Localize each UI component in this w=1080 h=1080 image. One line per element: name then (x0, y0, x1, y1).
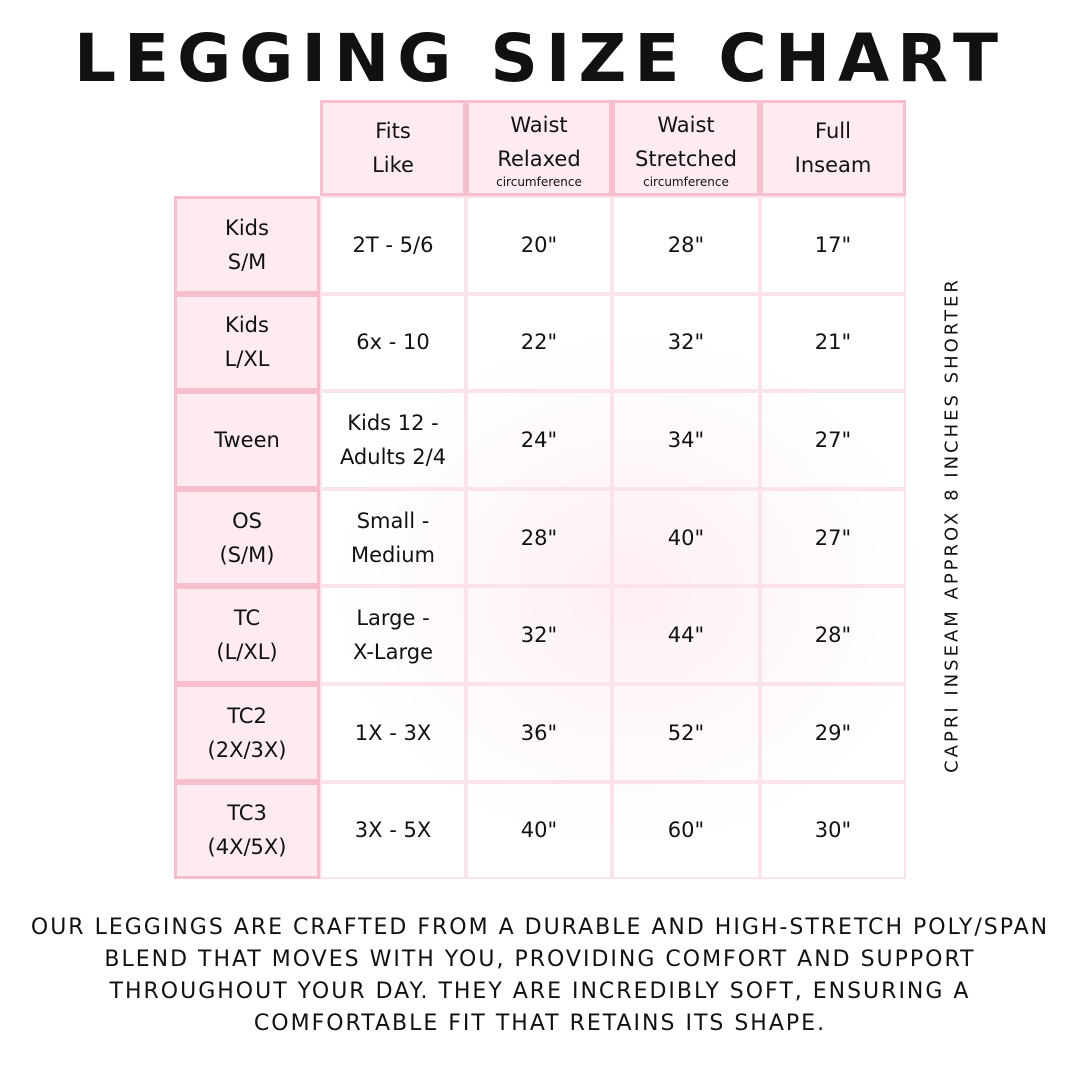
cell-text: 1X - 3X (354, 720, 432, 745)
cell-text: TC (233, 606, 261, 631)
cell-inseam: 28" (760, 586, 906, 684)
cell-text: circumference (496, 175, 582, 189)
cell-text: Like (372, 153, 414, 177)
cell-fits-like: 2T - 5/6 (320, 196, 466, 294)
cell-inseam: 29" (760, 684, 906, 782)
cell-relaxed: 40" (466, 781, 612, 880)
capri-note: CAPRI INSEAM APPROX 8 INCHES SHORTER (941, 277, 963, 773)
cell-text: (4X/5X) (207, 835, 287, 860)
cell-stretched: 28" (612, 196, 760, 294)
cell-stretched: 34" (612, 391, 760, 489)
cell-relaxed: 20" (466, 196, 612, 294)
description: Our leggings are crafted from a durable … (30, 915, 1050, 1036)
cell-text: Waist (657, 113, 715, 137)
cell-relaxed: 24" (466, 391, 612, 489)
cell-text: X-Large (352, 640, 433, 665)
cell-inseam: 27" (760, 391, 906, 489)
cell-text: 17" (814, 232, 852, 257)
cell-text: Kids (225, 313, 269, 338)
cell-fits-like: Large - X-Large (320, 586, 466, 684)
cell-text: TC3 (227, 801, 267, 826)
cell-text: 29" (814, 720, 852, 745)
cell-stretched: 52" (612, 684, 760, 782)
cell-text: 34" (667, 427, 705, 452)
cell-text: 52" (667, 720, 705, 745)
cell-relaxed: 36" (466, 684, 612, 782)
cell-text: 28" (667, 232, 705, 257)
cell-text: 27" (814, 427, 852, 452)
cell-text: 28" (814, 623, 852, 648)
column-header: Waist Relaxed circumference (466, 100, 612, 196)
cell-stretched: 32" (612, 293, 760, 392)
row-header-size: TC3 (4X/5X) (174, 781, 320, 880)
cell-text: Relaxed (497, 147, 581, 171)
cell-text: Inseam (794, 153, 872, 177)
cell-text: Waist (510, 113, 568, 137)
cell-text: Stretched (635, 147, 737, 171)
cell-text: 32" (667, 330, 705, 355)
cell-text: 28" (520, 525, 558, 550)
cell-inseam: 30" (760, 781, 906, 880)
cell-text: TC2 (227, 703, 267, 728)
cell-text: S/M (227, 249, 267, 274)
cell-text: (L/XL) (216, 640, 278, 665)
cell-text: L/XL (224, 347, 270, 372)
cell-text: 32" (520, 623, 558, 648)
cell-text: Fits (375, 119, 411, 143)
row-header-size: TC2 (2X/3X) (174, 684, 320, 782)
row-header-size: Kids L/XL (174, 293, 320, 392)
cell-text: Adults 2/4 (339, 444, 447, 469)
cell-stretched: 44" (612, 586, 760, 684)
cell-stretched: 40" (612, 488, 760, 587)
cell-text: Kids (225, 215, 269, 240)
cell-text: (S/M) (219, 542, 275, 567)
cell-text: Large - (356, 606, 430, 631)
cell-relaxed: 32" (466, 586, 612, 684)
column-header: Full Inseam (760, 100, 906, 196)
cell-text: 22" (520, 330, 558, 355)
row-header-size: TC (L/XL) (174, 586, 320, 684)
cell-text: Kids 12 - (347, 410, 439, 435)
column-header: Waist Stretched circumference (612, 100, 760, 196)
cell-text: 40" (667, 525, 705, 550)
cell-text: 20" (520, 232, 558, 257)
cell-inseam: 21" (760, 293, 906, 392)
cell-relaxed: 28" (466, 488, 612, 587)
cell-text: 6x - 10 (356, 330, 430, 355)
cell-stretched: 60" (612, 781, 760, 880)
cell-text: OS (232, 508, 262, 533)
cell-fits-like: 6x - 10 (320, 293, 466, 392)
row-header-size: Kids S/M (174, 196, 320, 294)
cell-relaxed: 22" (466, 293, 612, 392)
cell-text: 21" (814, 330, 852, 355)
cell-text: Full (815, 119, 851, 143)
cell-text: 27" (814, 525, 852, 550)
watermark-background (330, 330, 930, 850)
cell-text: 44" (667, 623, 705, 648)
cell-text: 40" (520, 818, 558, 843)
cell-fits-like: Small - Medium (320, 488, 466, 587)
row-header-size: Tween (174, 391, 320, 489)
cell-fits-like: Kids 12 - Adults 2/4 (320, 391, 466, 489)
cell-fits-like: 3X - 5X (320, 781, 466, 880)
cell-text: Medium (351, 542, 435, 567)
column-header: Fits Like (320, 100, 466, 196)
cell-text: 3X - 5X (354, 818, 432, 843)
cell-fits-like: 1X - 3X (320, 684, 466, 782)
cell-text: Tween (214, 427, 280, 452)
cell-text: 24" (520, 427, 558, 452)
cell-text: 60" (667, 818, 705, 843)
cell-text: Small - (356, 508, 430, 533)
cell-inseam: 27" (760, 488, 906, 587)
cell-inseam: 17" (760, 196, 906, 294)
page-title: LEGGING SIZE CHART (73, 20, 1007, 97)
row-header-size: OS (S/M) (174, 488, 320, 587)
cell-text: circumference (643, 175, 729, 189)
cell-text: 36" (520, 720, 558, 745)
cell-text: 30" (814, 818, 852, 843)
cell-text: 2T - 5/6 (352, 232, 434, 257)
cell-text: (2X/3X) (207, 737, 287, 762)
